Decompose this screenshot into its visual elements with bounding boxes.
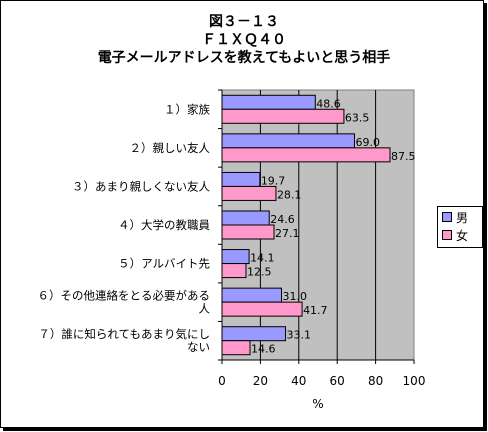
- category-label: １）家族: [164, 102, 210, 116]
- bar-female: [221, 185, 277, 201]
- category-label: ６）その他連絡をとる必要がある: [38, 289, 211, 303]
- data-label: 69.0: [355, 136, 380, 149]
- category-label: 人: [199, 302, 211, 316]
- bar-female: [221, 340, 251, 356]
- data-label: 14.6: [251, 343, 275, 356]
- category-label: ２）親しい友人: [130, 141, 211, 155]
- category-label: ５）アルバイト先: [118, 257, 210, 271]
- data-label: 19.7: [261, 174, 286, 187]
- legend-label-female: 女: [456, 228, 469, 243]
- data-label: 63.5: [345, 111, 370, 124]
- x-tick-label: 80: [368, 374, 383, 388]
- legend-swatch-male: [442, 212, 452, 222]
- bar-female: [221, 108, 345, 124]
- legend: 男 女: [437, 206, 483, 248]
- x-tick-label: 40: [291, 374, 306, 388]
- bar-male: [221, 249, 250, 265]
- bar-male: [221, 133, 355, 149]
- data-label: 14.1: [250, 252, 275, 265]
- bar-male: [221, 210, 270, 226]
- legend-item-female: 女: [442, 227, 468, 243]
- x-tick-label: 0: [218, 374, 226, 388]
- data-label: 48.6: [316, 97, 341, 110]
- data-label: 12.5: [247, 266, 272, 279]
- category-label: ３）あまり親しくない友人: [72, 179, 210, 193]
- chart-title-line-1: 図３－１３: [209, 14, 279, 30]
- legend-label-male: 男: [456, 210, 469, 225]
- category-label: ない: [187, 340, 210, 354]
- legend-swatch-female: [442, 230, 452, 240]
- chart-title-line-2: Ｆ１ＸＱ４０: [202, 32, 286, 48]
- category-label: ７）誰に知られてもあまり気にし: [38, 327, 210, 341]
- data-label: 33.1: [287, 329, 312, 342]
- data-label: 87.5: [391, 150, 416, 163]
- bar-female: [221, 263, 247, 279]
- data-label: 27.1: [275, 227, 300, 240]
- data-label: 41.7: [303, 304, 328, 317]
- chart-title-line-3: 電子メールアドレスを教えてもよいと思う相手: [97, 50, 391, 66]
- x-axis-label: %: [312, 397, 323, 411]
- bar-female: [221, 224, 275, 240]
- category-label: ４）大学の教職員: [118, 218, 210, 232]
- bar-male: [221, 326, 287, 342]
- bar-male: [221, 94, 316, 110]
- x-tick-label: 60: [330, 374, 345, 388]
- bar-female: [221, 301, 303, 317]
- legend-item-male: 男: [442, 209, 468, 225]
- x-tick-label: 20: [253, 374, 268, 388]
- x-tick-label: 100: [403, 374, 426, 388]
- bar-male: [221, 287, 283, 303]
- bar-female: [221, 147, 391, 163]
- data-label: 31.0: [283, 290, 308, 303]
- bar-male: [221, 171, 261, 187]
- data-label: 24.6: [270, 213, 295, 226]
- data-label: 28.1: [277, 188, 302, 201]
